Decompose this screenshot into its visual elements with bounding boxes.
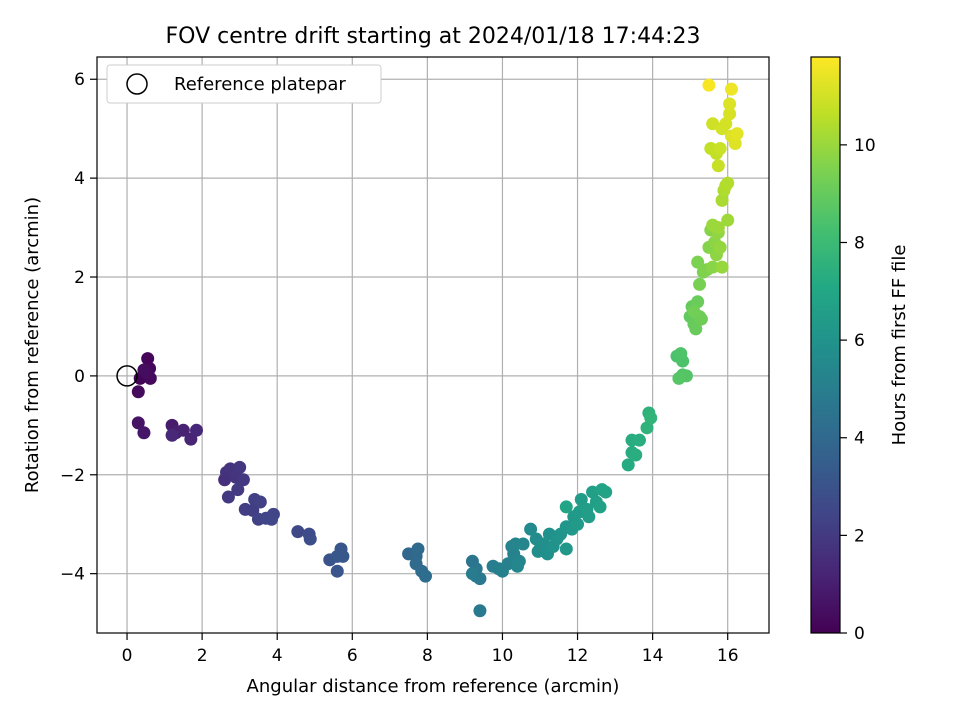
scatter-point: [706, 260, 720, 274]
scatter-point: [674, 347, 688, 361]
legend-box: [106, 64, 382, 104]
scatter-point: [719, 117, 733, 131]
legend-marker-icon: [126, 73, 148, 95]
scatter-point: [721, 176, 735, 190]
x-tick-label: 2: [197, 646, 208, 666]
scatter-point: [131, 416, 145, 430]
scatter-point: [221, 490, 235, 504]
x-tick-label: 4: [272, 646, 283, 666]
scatter-point: [473, 604, 487, 618]
scatter-point: [524, 522, 538, 536]
scatter-point: [715, 260, 729, 274]
x-tick-label: 0: [122, 646, 133, 666]
x-axis-ticks: 0 2 4 6 8 10 12 14 16: [122, 633, 739, 666]
legend-label: Reference platepar: [174, 74, 346, 95]
colorbar-tick-label: 10: [854, 136, 876, 156]
colorbar-fill: [810, 56, 841, 634]
scatter-point: [702, 78, 716, 92]
scatter-point: [724, 82, 738, 96]
scatter-point: [291, 525, 305, 539]
y-tick-label: −2: [60, 466, 85, 486]
scatter-point: [330, 549, 344, 563]
scatter-point: [559, 500, 573, 514]
legend: Reference platepar: [106, 64, 382, 104]
scatter-point: [689, 322, 703, 336]
scatter-point: [418, 569, 432, 583]
scatter-point: [693, 277, 707, 291]
plot-frame: [96, 56, 770, 634]
scatter-point: [711, 159, 725, 173]
scatter-point: [137, 363, 151, 377]
scatter-point: [599, 485, 613, 499]
scatter-point: [621, 458, 635, 472]
scatter-point: [510, 559, 524, 573]
scatter-point: [236, 473, 250, 487]
y-axis-label: Rotation from reference (arcmin): [22, 197, 43, 493]
x-tick-label: 12: [567, 646, 589, 666]
scatter-point: [559, 542, 573, 556]
scatter-point: [687, 305, 701, 319]
scatter-point: [672, 371, 686, 385]
scatter-point: [629, 448, 643, 462]
scatter-point: [713, 141, 727, 155]
y-tick-label: −4: [60, 565, 85, 585]
scatter-point: [711, 221, 725, 235]
scatter-point: [233, 460, 247, 474]
scatter-point: [582, 510, 596, 524]
colorbar-label: Hours from first FF file: [889, 245, 910, 446]
scatter-point: [131, 385, 145, 399]
scatter-point: [728, 137, 742, 151]
scatter-point: [303, 532, 317, 546]
x-tick-label: 10: [492, 646, 514, 666]
scatter-point: [465, 567, 479, 581]
colorbar-tick-label: 8: [854, 233, 865, 253]
scatter-point: [265, 512, 279, 526]
scatter-point: [411, 542, 425, 556]
scatter-point: [723, 107, 737, 121]
colorbar-tick-label: 0: [854, 624, 865, 644]
scatter-point: [231, 483, 245, 497]
scatter-point: [593, 500, 607, 514]
x-axis-label: Angular distance from reference (arcmin): [247, 676, 620, 697]
x-tick-label: 8: [422, 646, 433, 666]
scatter-point: [165, 428, 179, 442]
scatter-point: [176, 423, 190, 437]
scatter-point: [715, 193, 729, 207]
scatter-point: [330, 564, 344, 578]
x-tick-label: 14: [642, 646, 664, 666]
grid-lines: [97, 57, 769, 633]
scatter-point: [721, 213, 735, 227]
colorbar-tick-label: 2: [854, 526, 865, 546]
scatter-point: [137, 426, 151, 440]
scatter-point: [253, 495, 267, 509]
chart-title: FOV centre drift starting at 2024/01/18 …: [166, 24, 701, 49]
scatter-point: [691, 295, 705, 309]
scatter-point: [644, 411, 658, 425]
y-tick-label: 2: [74, 268, 85, 288]
reference-marker: [116, 365, 138, 387]
x-tick-label: 6: [347, 646, 358, 666]
scatter-point: [632, 433, 646, 447]
scatter-point: [640, 421, 654, 435]
scatter-point: [571, 517, 585, 531]
colorbar-ticks: 0 2 4 6 8 10: [840, 136, 876, 644]
scatter-point: [516, 537, 530, 551]
colorbar-tick-label: 4: [854, 429, 865, 449]
scatter-point: [713, 240, 727, 254]
colorbar: 0 2 4 6 8 10 Hours from first FF file: [810, 56, 910, 644]
scatter-point: [723, 97, 737, 111]
scatter-point: [730, 127, 744, 141]
scatter-point: [141, 352, 155, 366]
colorbar-tick-label: 6: [854, 331, 865, 351]
x-tick-label: 16: [717, 646, 739, 666]
y-tick-label: 0: [74, 367, 85, 387]
scatter-point: [189, 423, 203, 437]
scatter-point: [691, 255, 705, 269]
y-tick-label: 4: [74, 169, 85, 189]
y-tick-label: 6: [74, 70, 85, 90]
data-points: [131, 78, 744, 618]
scatter-point: [574, 493, 588, 507]
y-axis-ticks: −4 −2 0 2 4 6: [60, 70, 97, 585]
